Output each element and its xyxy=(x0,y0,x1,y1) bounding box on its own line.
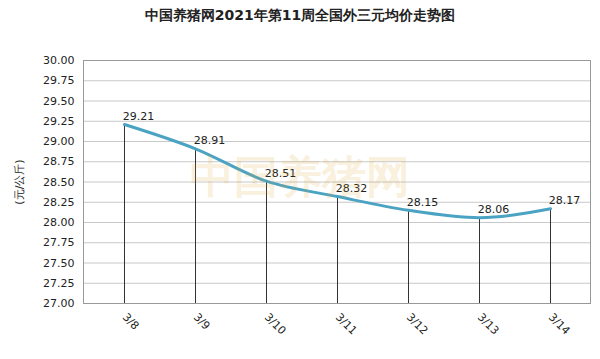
svg-text:3/12: 3/12 xyxy=(404,311,431,338)
svg-text:28.06: 28.06 xyxy=(478,203,510,216)
svg-text:3/9: 3/9 xyxy=(191,311,213,333)
svg-text:3/8: 3/8 xyxy=(120,311,142,333)
svg-text:28.32: 28.32 xyxy=(336,182,368,195)
svg-text:28.15: 28.15 xyxy=(407,196,439,209)
svg-text:3/13: 3/13 xyxy=(475,311,502,338)
svg-text:3/14: 3/14 xyxy=(546,311,573,338)
svg-text:(元/公斤): (元/公斤) xyxy=(13,159,26,204)
svg-text:28.51: 28.51 xyxy=(265,167,297,180)
svg-text:27.25: 27.25 xyxy=(43,277,75,290)
svg-text:27.00: 27.00 xyxy=(43,297,75,310)
svg-text:29.50: 29.50 xyxy=(43,95,75,108)
svg-text:28.17: 28.17 xyxy=(549,194,581,207)
svg-text:28.50: 28.50 xyxy=(43,176,75,189)
svg-text:28.00: 28.00 xyxy=(43,216,75,229)
svg-text:3/10: 3/10 xyxy=(262,311,289,338)
svg-text:28.91: 28.91 xyxy=(194,134,226,147)
svg-text:29.00: 29.00 xyxy=(43,135,75,148)
svg-text:30.00: 30.00 xyxy=(43,54,75,67)
svg-text:3/11: 3/11 xyxy=(333,311,360,338)
svg-text:28.75: 28.75 xyxy=(43,155,75,168)
svg-text:29.21: 29.21 xyxy=(123,110,155,123)
svg-text:27.75: 27.75 xyxy=(43,236,75,249)
svg-text:29.75: 29.75 xyxy=(43,74,75,87)
svg-text:27.50: 27.50 xyxy=(43,257,75,270)
svg-text:29.25: 29.25 xyxy=(43,115,75,128)
svg-text:28.25: 28.25 xyxy=(43,196,75,209)
